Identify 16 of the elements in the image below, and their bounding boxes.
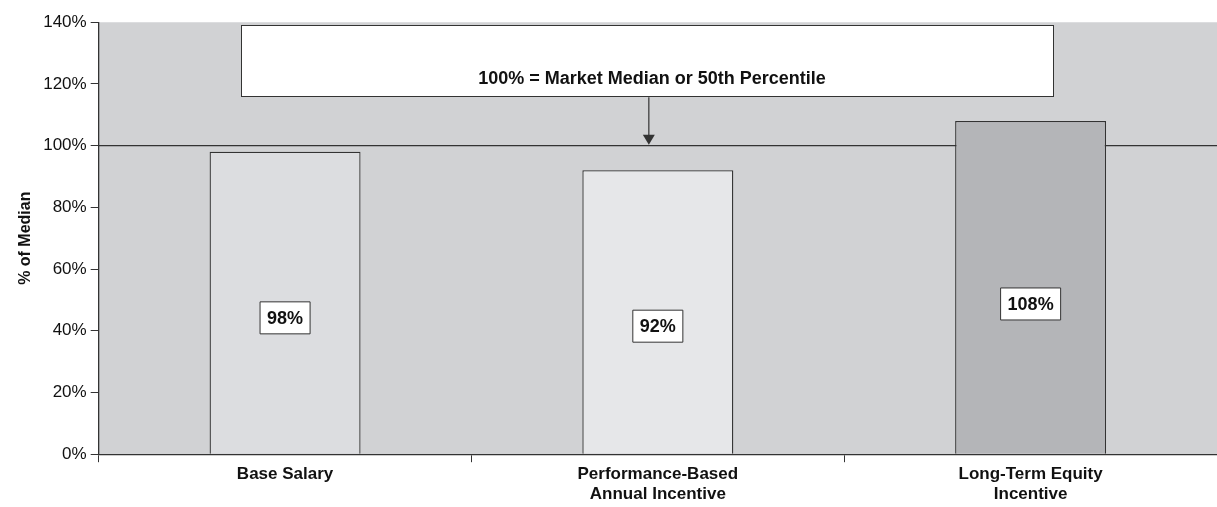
y-tick-label: 120%: [43, 73, 87, 93]
data-label: 98%: [267, 307, 304, 328]
y-tick-label: 80%: [52, 197, 87, 217]
y-tick-label: 20%: [52, 382, 87, 402]
y-tick-label: 60%: [52, 258, 87, 278]
y-tick-label: 140%: [43, 11, 87, 31]
x-tick-label: Performance-Based Annual Incentive: [577, 464, 739, 504]
data-label: 108%: [1007, 293, 1054, 314]
y-axis-title: % of Median: [16, 191, 34, 285]
y-tick-label: 0%: [62, 443, 87, 463]
data-label: 92%: [639, 316, 676, 337]
y-tick-label: 100%: [43, 135, 87, 155]
x-tick-label: Base Salary: [236, 464, 334, 484]
x-tick-label: Long-Term Equity Incentive: [958, 464, 1104, 504]
y-tick-label: 40%: [52, 320, 87, 340]
ref-line-label: 100% = Market Median or 50th Percentile: [477, 68, 827, 89]
